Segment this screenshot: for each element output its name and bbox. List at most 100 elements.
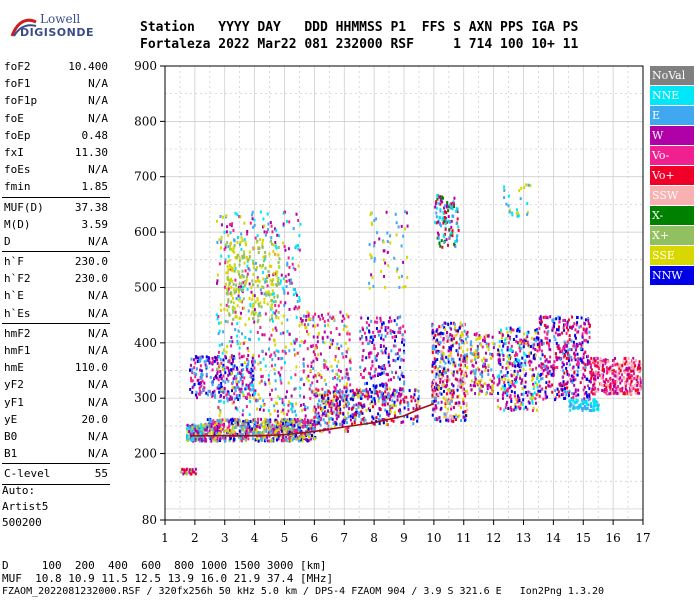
echo-point <box>281 439 284 443</box>
echo-point <box>225 282 228 286</box>
echo-point <box>231 269 234 273</box>
echo-point <box>504 338 507 342</box>
echo-point <box>451 337 454 341</box>
echo-point <box>361 405 364 409</box>
echo-point <box>198 424 201 428</box>
echo-point <box>595 371 598 375</box>
echo-point <box>244 323 247 327</box>
echo-point <box>574 328 577 332</box>
echo-point <box>363 331 366 335</box>
echo-point <box>515 380 518 384</box>
echo-point <box>403 330 406 334</box>
echo-point <box>489 378 492 382</box>
echo-point <box>351 389 354 393</box>
echo-point <box>196 426 199 430</box>
echo-point <box>253 397 256 401</box>
echo-point <box>624 362 627 366</box>
echo-point <box>200 437 203 441</box>
echo-point <box>259 210 262 214</box>
echo-point <box>534 381 537 385</box>
echo-point <box>294 435 297 439</box>
echo-point <box>399 365 402 369</box>
echo-point <box>574 388 577 392</box>
echo-point <box>516 372 519 376</box>
echo-point <box>520 381 523 385</box>
echo-point <box>389 410 392 414</box>
header-values: Fortaleza 2022 Mar22 081 232000 RSF 1 71… <box>140 37 579 52</box>
echo-point <box>445 418 448 422</box>
echo-point <box>201 387 204 391</box>
echo-point <box>448 235 451 239</box>
echo-point <box>344 429 347 433</box>
echo-point <box>293 417 296 421</box>
echo-point <box>369 351 372 355</box>
echo-point <box>229 231 232 235</box>
echo-point <box>310 365 313 369</box>
echo-point <box>314 422 317 426</box>
echo-point <box>461 323 464 327</box>
echo-point <box>555 317 558 321</box>
echo-point <box>463 364 466 368</box>
echo-point <box>552 327 555 331</box>
echo-point <box>258 304 261 308</box>
param-name: fmin <box>4 180 31 194</box>
echo-point <box>368 243 371 247</box>
echo-point <box>550 365 553 369</box>
echo-point <box>373 347 376 351</box>
x-tick-label: 1 <box>161 531 169 545</box>
echo-point <box>224 419 227 423</box>
echo-point <box>337 406 340 410</box>
echo-point <box>230 428 233 432</box>
echo-point <box>327 312 330 316</box>
echo-point <box>208 361 211 365</box>
echo-point <box>270 304 273 308</box>
echo-point <box>191 379 194 383</box>
echo-point <box>439 372 442 376</box>
echo-point <box>601 383 604 387</box>
echo-point <box>360 394 363 398</box>
echo-point <box>454 418 457 422</box>
echo-point <box>463 356 466 360</box>
echo-point <box>196 435 199 439</box>
echo-point <box>334 388 337 392</box>
echo-point <box>514 385 517 389</box>
echo-point <box>333 376 336 380</box>
echo-point <box>631 359 634 363</box>
echo-point <box>618 371 621 375</box>
echo-point <box>614 356 617 360</box>
echo-point <box>482 364 485 368</box>
echo-point <box>510 400 513 404</box>
echo-point <box>300 340 303 344</box>
echo-point <box>267 292 270 296</box>
echo-point <box>541 366 544 370</box>
echo-point <box>222 422 225 426</box>
echo-point <box>458 383 461 387</box>
echo-point <box>288 417 291 421</box>
echo-point <box>542 369 545 373</box>
echo-point <box>505 400 508 404</box>
echo-point <box>318 415 321 419</box>
echo-point <box>639 381 642 385</box>
echo-point <box>626 373 629 377</box>
echo-point <box>552 325 555 329</box>
echo-point <box>246 264 249 268</box>
echo-point <box>470 347 473 351</box>
echo-point <box>321 387 324 391</box>
echo-point <box>191 385 194 389</box>
echo-point <box>611 363 614 367</box>
echo-point <box>546 316 549 320</box>
echo-point <box>228 282 231 286</box>
echo-point <box>345 313 348 317</box>
echo-point <box>331 417 334 421</box>
echo-point <box>194 375 197 379</box>
echo-point <box>528 363 531 367</box>
echo-point <box>219 409 222 413</box>
echo-point <box>441 200 444 204</box>
echo-point <box>222 424 225 428</box>
echo-point <box>335 422 338 426</box>
echo-point <box>485 392 488 396</box>
echo-point <box>629 383 632 387</box>
echo-point <box>188 468 191 472</box>
echo-point <box>377 417 380 421</box>
echo-point <box>349 397 352 401</box>
